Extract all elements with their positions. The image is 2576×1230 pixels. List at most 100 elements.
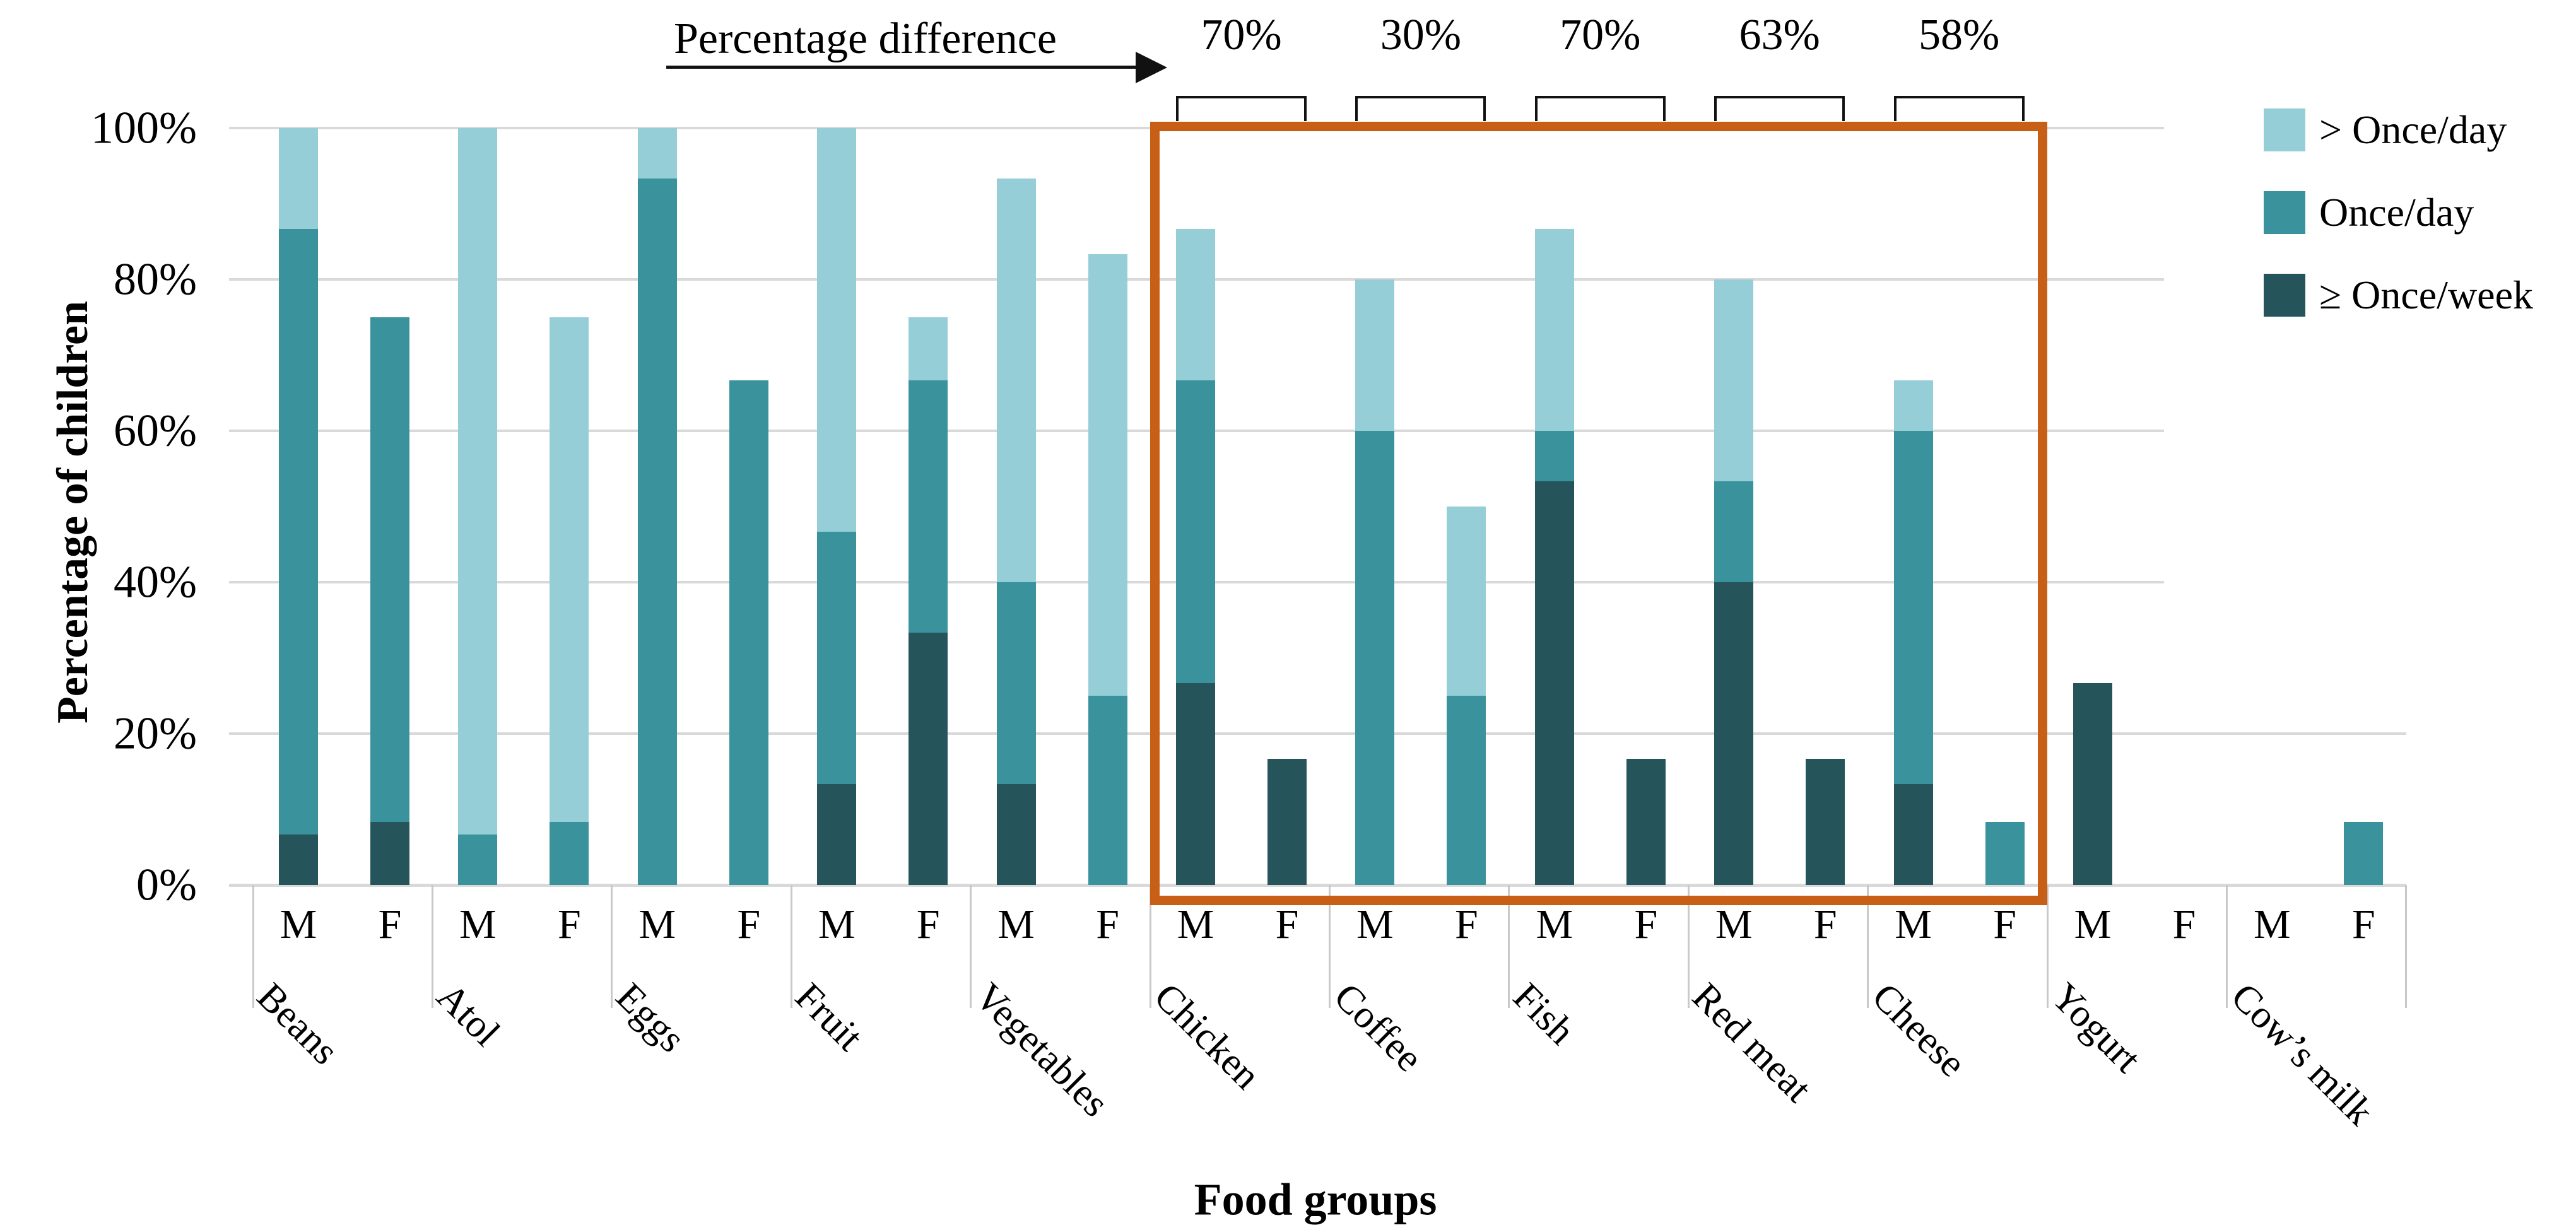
x-tick-label-F: F <box>1455 901 1478 947</box>
y-tick-label: 20% <box>114 708 197 759</box>
x-tick-label-M: M <box>2254 901 2291 947</box>
y-tick-label: 80% <box>114 254 197 305</box>
bar-Beans-F-once_day <box>370 317 409 823</box>
difference-bracket-Cheese <box>1893 96 2025 121</box>
legend-swatch-icon <box>2264 274 2305 317</box>
bar-Fruit-M-once_week_or_more <box>817 784 857 885</box>
bar-Coffee-M-once_day <box>1355 431 1395 885</box>
highlight-box <box>1150 122 2047 905</box>
x-tick-label-F: F <box>916 901 940 947</box>
x-tick-label-M: M <box>1895 901 1932 947</box>
right-arrow-icon <box>1136 52 1167 83</box>
category-separator <box>970 885 972 1008</box>
bar-Red meat-M-more_than_once_day <box>1714 279 1754 482</box>
category-label: Chicken <box>1146 975 1269 1098</box>
bar-Vegetables-M-once_day <box>996 582 1036 785</box>
bar-Fish-M-once_day <box>1534 431 1574 482</box>
x-tick-label-M: M <box>1536 901 1573 947</box>
category-label: Atol <box>428 975 508 1055</box>
y-axis-title: Percentage of children <box>49 300 97 724</box>
legend-swatch-icon <box>2264 191 2305 234</box>
legend-item: > Once/day <box>2264 107 2507 152</box>
bar-Coffee-F-once_day <box>1447 696 1486 885</box>
x-tick-label-F: F <box>378 901 402 947</box>
percentage-difference-underline-arrow-shaft <box>666 66 1138 69</box>
x-tick-label-M: M <box>1177 901 1214 947</box>
bar-Coffee-M-more_than_once_day <box>1355 279 1395 431</box>
category-separator <box>1867 885 1869 1008</box>
bar-Fruit-F-once_week_or_more <box>909 633 948 885</box>
category-label: Red meat <box>1684 975 1820 1111</box>
bar-Beans-F-once_week_or_more <box>370 822 409 885</box>
category-separator <box>2046 885 2049 1008</box>
legend-item: Once/day <box>2264 190 2474 235</box>
category-label: Beans <box>249 975 347 1073</box>
difference-bracket-Red meat <box>1714 96 1845 121</box>
bar-Cow’s milk-F-once_day <box>2344 822 2384 885</box>
category-separator <box>2225 885 2228 1008</box>
category-separator <box>1508 885 1510 1008</box>
x-tick-label-M: M <box>1356 901 1394 947</box>
bar-Atol-F-more_than_once_day <box>550 317 589 823</box>
bar-Vegetables-F-once_day <box>1088 696 1127 885</box>
y-tick-label: 60% <box>114 405 197 456</box>
difference-value-Chicken: 70% <box>1201 11 1282 59</box>
x-tick-label-F: F <box>1993 901 2016 947</box>
category-label: Vegetables <box>967 975 1117 1125</box>
bar-Yogurt-M-once_week_or_more <box>2073 682 2112 885</box>
bar-Fruit-M-once_day <box>817 531 857 785</box>
category-label: Fish <box>1505 975 1583 1053</box>
bar-Cheese-M-once_week_or_more <box>1893 784 1933 885</box>
bar-Cheese-M-more_than_once_day <box>1893 380 1933 431</box>
x-tick-label-M: M <box>638 901 676 947</box>
category-separator <box>1687 885 1690 1008</box>
bar-Eggs-F-once_day <box>729 380 768 885</box>
x-tick-label-F: F <box>1813 901 1837 947</box>
bar-Chicken-M-once_week_or_more <box>1176 682 1215 885</box>
bar-Fruit-F-once_day <box>909 380 948 633</box>
x-tick-label-M: M <box>459 901 497 947</box>
bar-Fish-M-once_week_or_more <box>1534 481 1574 885</box>
bar-Atol-M-more_than_once_day <box>458 128 498 835</box>
x-tick-label-F: F <box>2352 901 2375 947</box>
x-tick-label-M: M <box>2074 901 2112 947</box>
legend-item: ≥ Once/week <box>2264 272 2533 317</box>
y-tick-label: 40% <box>114 556 197 607</box>
x-tick-label-F: F <box>2172 901 2196 947</box>
bar-Chicken-M-once_day <box>1176 380 1215 683</box>
bar-Chicken-F-once_week_or_more <box>1267 758 1307 885</box>
category-label: Yogurt <box>2043 975 2150 1081</box>
bar-Red meat-M-once_week_or_more <box>1714 582 1754 885</box>
category-separator <box>2405 885 2408 1008</box>
gridline-20% <box>229 732 2406 735</box>
category-separator <box>611 885 613 1008</box>
bar-Atol-F-once_day <box>550 822 589 885</box>
percentage-difference-title: Percentage difference <box>674 15 1057 63</box>
bar-Eggs-M-more_than_once_day <box>637 128 677 179</box>
bar-Beans-M-once_week_or_more <box>279 834 318 885</box>
bar-Beans-M-once_day <box>279 228 318 835</box>
category-separator <box>252 885 254 1008</box>
bar-Vegetables-M-more_than_once_day <box>996 179 1036 582</box>
bar-Cheese-F-once_day <box>1985 822 2025 885</box>
category-label: Eggs <box>608 975 693 1061</box>
category-separator <box>431 885 433 1008</box>
legend-label: > Once/day <box>2319 107 2507 152</box>
difference-value-Cheese: 58% <box>1918 11 2000 59</box>
x-tick-label-F: F <box>1275 901 1299 947</box>
x-tick-label-F: F <box>558 901 581 947</box>
category-label: Cheese <box>1864 975 1974 1086</box>
y-tick-label: 100% <box>91 102 197 153</box>
legend-label: Once/day <box>2319 190 2474 235</box>
difference-bracket-Coffee <box>1355 96 1486 121</box>
x-tick-label-F: F <box>1096 901 1119 947</box>
category-separator <box>790 885 792 1008</box>
bar-Eggs-M-once_day <box>637 179 677 885</box>
y-tick-label: 0% <box>136 859 197 910</box>
bar-Vegetables-M-once_week_or_more <box>996 784 1036 885</box>
category-label: Cow’s milk <box>2222 975 2382 1134</box>
category-separator <box>1149 885 1151 1008</box>
gridline-0% <box>229 883 2406 887</box>
bar-Chicken-M-more_than_once_day <box>1176 228 1215 380</box>
